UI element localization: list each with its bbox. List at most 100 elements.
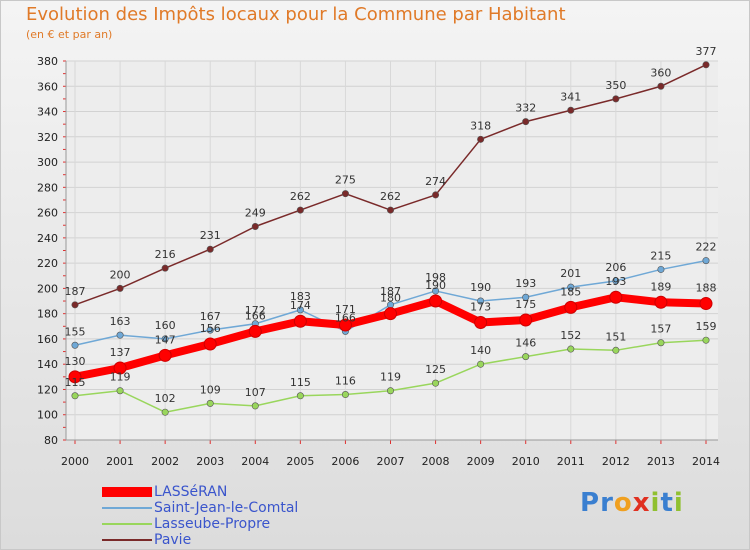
data-point (296, 306, 304, 314)
data-label: 193 (515, 277, 536, 290)
data-label: 155 (65, 325, 86, 338)
data-label: 377 (696, 45, 717, 58)
data-label: 116 (335, 375, 356, 388)
y-tick-label: 80 (44, 434, 58, 447)
x-tick-label: 2004 (241, 455, 269, 468)
legend-item: LASSéRAN (102, 484, 362, 500)
data-label: 107 (245, 386, 266, 399)
data-point (612, 346, 620, 354)
data-point (567, 345, 575, 353)
data-point (161, 335, 169, 343)
axes: 80 100 120 140 160 180 200 220 240 260 280 300 320 34… (37, 55, 720, 468)
data-point (477, 360, 485, 368)
data-label: 130 (65, 355, 86, 368)
data-label: 159 (696, 320, 717, 333)
data-label: 115 (290, 376, 311, 389)
y-tick-label: 160 (37, 333, 58, 346)
data-point (612, 277, 620, 285)
legend-item: Lasseube-Propre (102, 516, 362, 532)
data-label: 187 (65, 285, 86, 298)
data-label: 175 (515, 298, 536, 311)
data-label: 151 (605, 330, 626, 343)
data-label: 171 (335, 303, 356, 316)
data-label: 180 (380, 292, 401, 305)
data-point (296, 206, 304, 214)
data-point (654, 295, 668, 309)
data-point (657, 82, 665, 90)
logo-letter: i (650, 488, 661, 518)
x-tick-label: 2008 (422, 455, 450, 468)
data-point (68, 370, 82, 384)
data-label: 166 (245, 309, 266, 322)
data-label: 174 (290, 299, 311, 312)
series-pavie (71, 61, 710, 309)
y-tick-label: 300 (37, 156, 58, 169)
data-label: 206 (605, 261, 626, 274)
data-label: 275 (335, 174, 356, 187)
data-point (567, 283, 575, 291)
data-point (341, 190, 349, 198)
data-label: 160 (155, 319, 176, 332)
x-tick-label: 2009 (467, 455, 495, 468)
legend-label: Saint-Jean-le-Comtal (154, 500, 299, 516)
data-label: 109 (200, 383, 221, 396)
data-point (338, 318, 352, 332)
data-point (477, 297, 485, 305)
data-point (519, 313, 533, 327)
data-label: 318 (470, 119, 491, 132)
series-saint-jean-le-comtal (71, 257, 710, 349)
data-label: 156 (200, 322, 221, 335)
data-label: 262 (290, 190, 311, 203)
logo-letter: x (632, 488, 651, 518)
x-tick-label: 2002 (151, 455, 179, 468)
data-label: 189 (650, 280, 671, 293)
x-tick-label: 2011 (557, 455, 585, 468)
data-point (474, 316, 488, 330)
logo-letter: t (660, 488, 674, 518)
data-label: 183 (290, 290, 311, 303)
data-label: 167 (200, 310, 221, 323)
data-point (384, 307, 397, 321)
data-label: 147 (155, 333, 176, 346)
x-tick-label: 2006 (331, 455, 359, 468)
logo-letter: i (673, 488, 684, 518)
proxiti-logo: Proxiti (580, 488, 684, 518)
data-point (657, 339, 665, 347)
data-point (657, 265, 665, 273)
data-label: 262 (380, 190, 401, 203)
plot-area (66, 61, 718, 440)
data-point (567, 106, 575, 114)
data-point (161, 264, 169, 272)
data-label: 274 (425, 175, 446, 188)
data-point (386, 387, 394, 395)
data-label: 137 (110, 346, 131, 359)
data-label: 172 (245, 304, 266, 317)
data-point (251, 222, 259, 230)
data-point (203, 337, 217, 351)
data-label: 163 (110, 315, 131, 328)
data-point (429, 294, 443, 308)
legend-item: Pavie (102, 532, 362, 548)
data-point (522, 118, 530, 126)
data-point (699, 297, 713, 311)
data-label: 193 (605, 275, 626, 288)
grid (66, 60, 718, 441)
y-tick-label: 360 (37, 80, 58, 93)
data-point (248, 324, 262, 338)
series-lasseran (68, 290, 713, 384)
data-label: 152 (560, 329, 581, 342)
data-label: 200 (110, 268, 131, 281)
data-point (293, 314, 307, 328)
data-point (71, 301, 79, 309)
data-point (113, 361, 127, 375)
legend-swatch (102, 507, 152, 509)
x-tick-label: 2007 (377, 455, 405, 468)
data-label: 166 (335, 311, 356, 324)
legend-item: Saint-Jean-le-Comtal (102, 500, 362, 516)
value-labels: 130 137 147 156 166 174 171 180 190 173 175 185 193 1… (65, 45, 717, 405)
y-tick-label: 120 (37, 383, 58, 396)
data-label: 215 (650, 249, 671, 262)
legend-swatch (102, 487, 152, 497)
data-point (206, 326, 214, 334)
data-point (702, 336, 710, 344)
